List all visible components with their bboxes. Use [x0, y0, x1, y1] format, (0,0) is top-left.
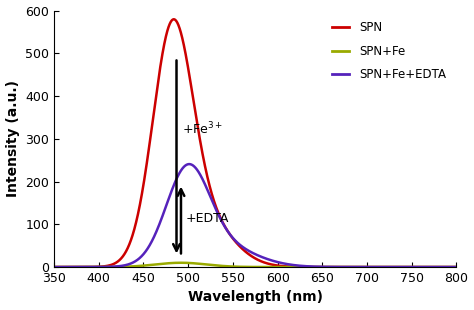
Line: SPN+Fe+EDTA: SPN+Fe+EDTA	[54, 164, 456, 267]
SPN	[51, 265, 57, 269]
SPN+Fe+EDTA	[247, 250, 253, 253]
SPN+Fe+EDTA	[237, 242, 242, 246]
SPN+Fe+EDTA	[442, 265, 448, 269]
Line: SPN: SPN	[54, 19, 456, 267]
SPN+Fe	[178, 261, 184, 265]
SPN+Fe	[72, 265, 77, 269]
SPN	[454, 265, 459, 269]
SPN+Fe	[454, 265, 459, 269]
SPN+Fe+EDTA	[51, 265, 57, 269]
Text: +Fe$^{3+}$: +Fe$^{3+}$	[182, 121, 223, 138]
SPN	[442, 265, 447, 269]
SPN+Fe+EDTA	[186, 162, 192, 166]
SPN+Fe	[237, 265, 242, 268]
Legend: SPN, SPN+Fe, SPN+Fe+EDTA: SPN, SPN+Fe, SPN+Fe+EDTA	[327, 16, 451, 86]
SPN	[247, 253, 253, 257]
SPN	[171, 17, 177, 21]
Y-axis label: Intensity (a.u.): Intensity (a.u.)	[6, 80, 19, 197]
SPN+Fe	[368, 265, 374, 269]
SPN+Fe	[442, 265, 447, 269]
SPN	[442, 265, 448, 269]
SPN+Fe+EDTA	[454, 265, 459, 269]
SPN+Fe	[442, 265, 448, 269]
SPN	[368, 265, 374, 269]
SPN+Fe	[247, 265, 253, 269]
SPN+Fe	[51, 265, 57, 269]
Line: SPN+Fe: SPN+Fe	[54, 263, 456, 267]
SPN+Fe+EDTA	[72, 265, 77, 269]
SPN+Fe+EDTA	[368, 265, 374, 269]
SPN+Fe+EDTA	[442, 265, 447, 269]
Text: +EDTA: +EDTA	[185, 212, 229, 225]
SPN	[72, 265, 77, 269]
X-axis label: Wavelength (nm): Wavelength (nm)	[188, 290, 323, 304]
SPN	[237, 244, 242, 248]
